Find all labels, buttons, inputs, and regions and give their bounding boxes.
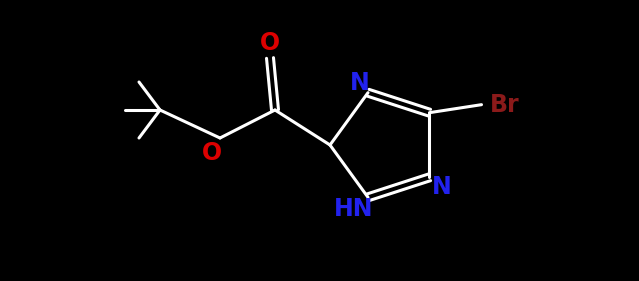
Text: N: N: [431, 175, 451, 199]
Text: HN: HN: [334, 197, 374, 221]
Text: O: O: [202, 141, 222, 165]
Text: N: N: [350, 71, 370, 95]
Text: O: O: [260, 31, 280, 55]
Text: Br: Br: [489, 93, 520, 117]
